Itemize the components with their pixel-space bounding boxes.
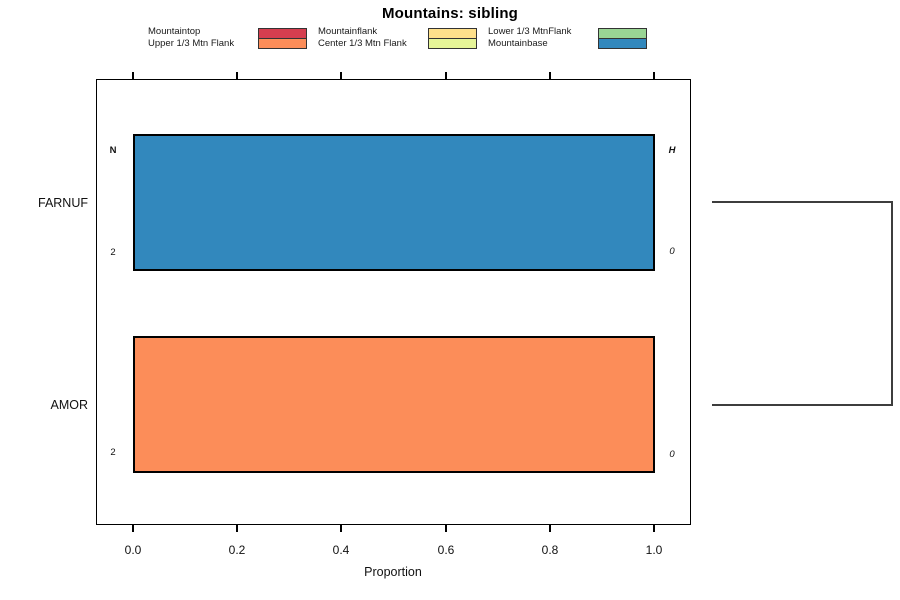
legend-swatches-2	[428, 28, 477, 49]
legend-swatch-mountainbase	[598, 38, 647, 49]
x-axis-tick-top	[445, 72, 447, 79]
dendrogram-branch-amor	[712, 404, 893, 406]
legend-swatches-3	[598, 28, 647, 49]
x-tick-label: 0.4	[332, 543, 350, 557]
x-axis-tick-top	[340, 72, 342, 79]
farnuf-n-value: 2	[110, 247, 116, 258]
x-axis-tick-bottom	[340, 525, 342, 532]
legend-swatches-1	[258, 28, 307, 49]
column-header-h: H	[668, 145, 676, 156]
x-axis-tick-bottom	[132, 525, 134, 532]
x-axis-title: Proportion	[364, 565, 422, 579]
legend-column-2-labels: Mountainflank Center 1/3 Mtn Flank	[318, 26, 407, 50]
bar-amor-upper-13-mtn-flank	[133, 336, 655, 473]
x-tick-label: 1.0	[645, 543, 663, 557]
x-axis-tick-top	[653, 72, 655, 79]
legend-swatch-upper-13-mtn-flank	[258, 38, 307, 49]
bar-farnuf-mountainbase	[133, 134, 655, 271]
dendrogram-join-line	[891, 201, 893, 406]
x-axis-tick-top	[132, 72, 134, 79]
legend-swatch-center-13-mtn-flank	[428, 38, 477, 49]
x-tick-label: 0.6	[437, 543, 455, 557]
legend-label: Center 1/3 Mtn Flank	[318, 38, 407, 49]
column-header-n: N	[109, 145, 117, 156]
legend-column-1-labels: Mountaintop Upper 1/3 Mtn Flank	[148, 26, 234, 50]
farnuf-h-value: 0	[669, 246, 675, 257]
legend-column-3-labels: Lower 1/3 MtnFlank Mountainbase	[488, 26, 571, 50]
y-label-amor: AMOR	[50, 398, 89, 412]
x-tick-label: 0.2	[228, 543, 246, 557]
chart-title: Mountains: sibling	[381, 5, 519, 22]
x-axis-tick-bottom	[653, 525, 655, 532]
x-axis-tick-top	[549, 72, 551, 79]
legend-label: Mountaintop	[148, 26, 201, 37]
x-axis-tick-top	[236, 72, 238, 79]
x-tick-label: 0.0	[124, 543, 142, 557]
amor-n-value: 2	[110, 447, 116, 458]
amor-h-value: 0	[669, 449, 675, 460]
plot-area	[96, 79, 691, 525]
y-label-farnuf: FARNUF	[38, 196, 88, 210]
dendrogram-branch-farnuf	[712, 201, 893, 203]
legend-label: Upper 1/3 Mtn Flank	[148, 38, 235, 49]
x-axis-tick-bottom	[445, 525, 447, 532]
legend-label: Mountainflank	[318, 26, 378, 37]
x-tick-label: 0.8	[541, 543, 559, 557]
x-axis-tick-bottom	[236, 525, 238, 532]
x-axis-tick-bottom	[549, 525, 551, 532]
legend-label: Mountainbase	[488, 38, 548, 49]
legend-label: Lower 1/3 MtnFlank	[488, 26, 572, 37]
